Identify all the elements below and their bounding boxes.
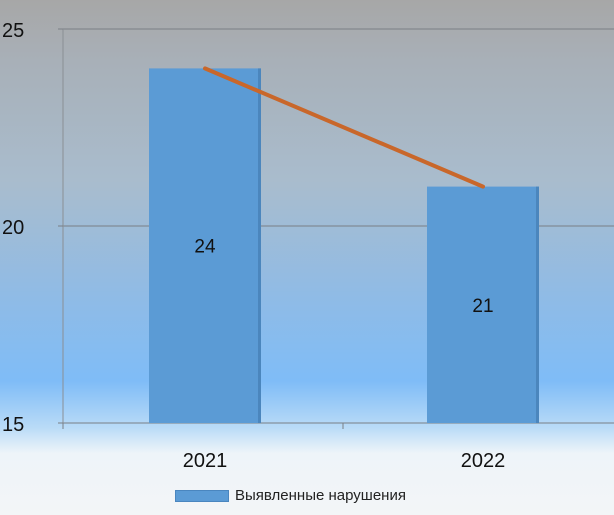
x-tick-label: 2022 [461,450,506,472]
data-label: 24 [194,237,216,258]
bar [427,186,539,423]
y-tick-label: 15 [2,414,24,436]
data-label: 21 [472,296,493,317]
trend-line [203,66,485,189]
y-tick-label: 20 [2,217,24,239]
legend-label: Выявленные нарушения [235,487,406,504]
bar-shadow [258,68,261,424]
legend-swatch [175,489,229,502]
bar-shadow [536,186,539,423]
legend: Выявленные нарушения [175,487,406,504]
x-tick-label: 2021 [183,450,228,472]
y-tick-label: 25 [2,20,24,42]
bar [149,68,261,424]
